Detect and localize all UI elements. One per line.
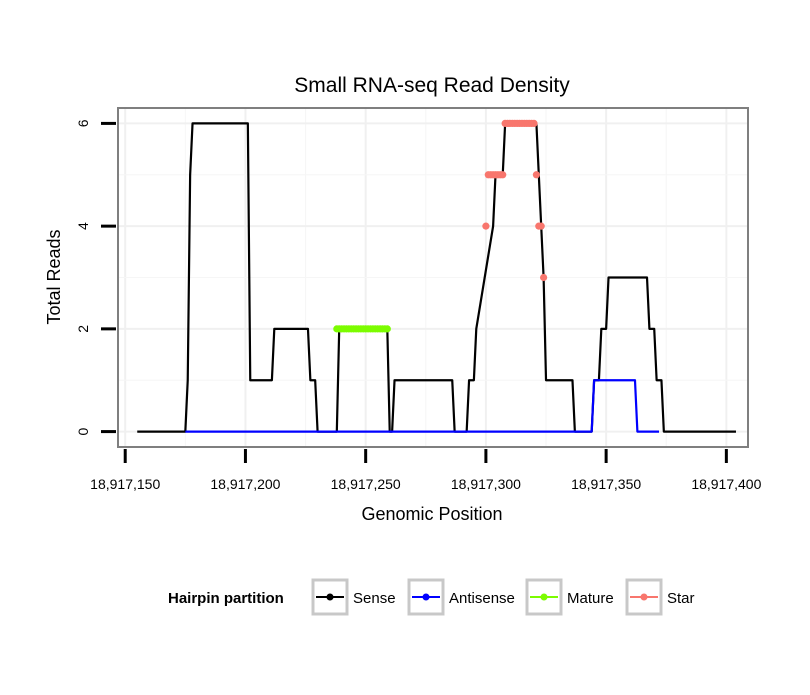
x-axis-label: Genomic Position: [361, 504, 502, 524]
series-line-antisense: [185, 379, 660, 433]
legend: Hairpin partition Sense Antisense Mature St…: [168, 578, 695, 616]
x-tick-label: 18,917,350: [571, 476, 641, 492]
legend-label: Sense: [353, 590, 396, 607]
legend-label: Star: [667, 590, 695, 607]
series-layer: [137, 119, 736, 433]
y-axis-label: Total Reads: [44, 229, 64, 324]
y-tick-label: 4: [75, 222, 91, 230]
x-tick-label: 18,917,150: [90, 476, 160, 492]
point-star: [540, 273, 548, 282]
legend-key-point: [326, 593, 334, 601]
x-tick-label: 18,917,300: [451, 476, 521, 492]
legend-label: Antisense: [449, 590, 515, 607]
point-star: [482, 222, 490, 230]
axes: 18,917,150 18,917,200 18,917,250 18,917,300…: [75, 119, 762, 492]
chart-title: Small RNA-seq Read Density: [294, 74, 570, 97]
point-star: [532, 171, 540, 179]
point-star: [537, 222, 545, 230]
point-mature: [383, 325, 391, 333]
x-tick-label: 18,917,200: [210, 476, 280, 492]
legend-key-point: [422, 593, 430, 601]
y-tick-label: 0: [75, 427, 91, 435]
legend-key-point: [540, 593, 548, 601]
point-star: [530, 119, 538, 128]
point-star: [499, 171, 507, 179]
legend-label: Mature: [567, 590, 614, 607]
y-tick-label: 2: [75, 325, 91, 333]
y-tick-label: 6: [75, 119, 91, 127]
legend-title: Hairpin partition: [168, 590, 284, 607]
legend-key-point: [640, 593, 648, 601]
x-tick-label: 18,917,400: [691, 476, 761, 492]
x-tick-label: 18,917,250: [331, 476, 401, 492]
